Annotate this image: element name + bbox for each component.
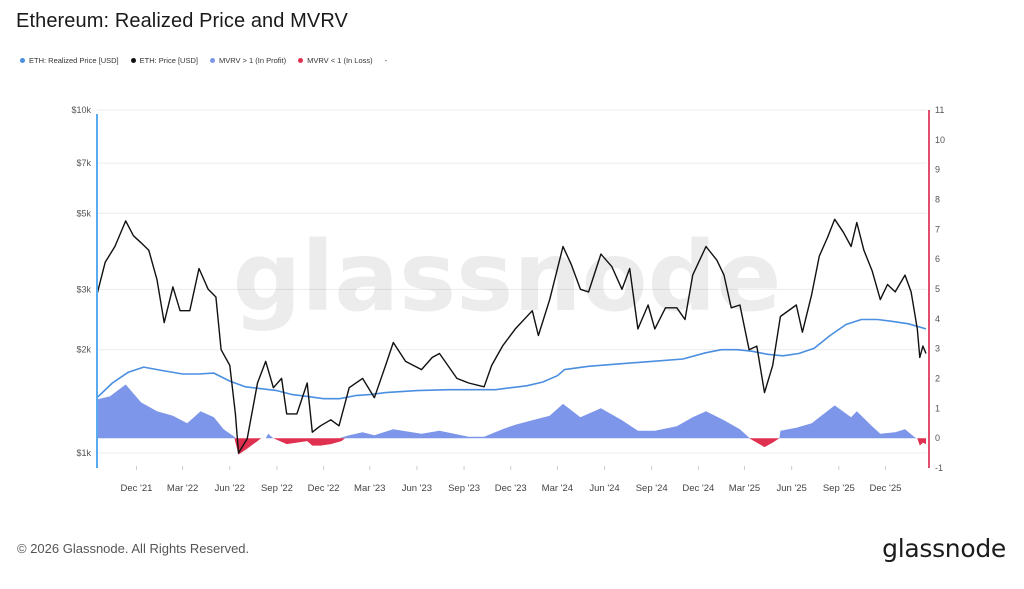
x-tick-label: Mar '23 [354,483,385,494]
y-left-tick-label: $5k [76,208,91,218]
y-left-tick-label: $7k [76,158,91,168]
realized-price-line [96,318,927,400]
legend-dot-price [130,58,136,63]
grid-layer [97,109,927,454]
y-right-tick-label: 4 [935,314,940,324]
legend: ETH: Realized Price [USD] ETH: Price [US… [20,56,387,65]
copyright-text: © 2026 Glassnode. All Rights Reserved. [17,541,250,556]
y-left-tick-label: $10k [71,105,91,115]
x-tick-label: Mar '22 [167,483,198,494]
mvrv-loss-area [234,438,926,455]
legend-item-realized-price[interactable]: ETH: Realized Price [USD] [20,56,119,65]
x-tick-label: Dec '24 [682,483,714,494]
legend-item-mvrv-loss[interactable]: MVRV < 1 (In Loss) [298,56,373,65]
y-right-tick-label: -1 [935,463,943,473]
eth-price-line [96,218,927,454]
legend-label-realized-price: ETH: Realized Price [USD] [29,56,119,65]
y-right-tick-label: 9 [935,165,940,175]
x-tick-label: Jun '22 [215,483,245,494]
y-right-tick-label: 3 [935,344,940,354]
legend-label-price: ETH: Price [USD] [139,56,198,65]
legend-item-mvrv-profit[interactable]: MVRV > 1 (In Profit) [209,56,287,65]
y-right-tick-label: 7 [935,224,940,234]
line-layer [96,218,927,454]
mvrv-profit-area [97,384,918,439]
x-tick-label: Sep '25 [823,483,855,494]
y-right-tick-label: 11 [935,105,944,115]
area-layer [97,384,926,455]
x-tick-label: Jun '23 [402,483,432,494]
y-right-tick-label: 10 [935,135,945,145]
legend-dot-mvrv-profit [209,58,215,63]
x-tick-label: Dec '25 [870,483,902,494]
y-right-tick-label: 2 [935,374,940,384]
y-right-tick-label: 5 [935,284,940,294]
x-tick-label: Sep '23 [448,483,480,494]
x-tick-label: Jun '24 [589,483,619,494]
y-right-tick-label: 6 [935,254,940,264]
x-tick-label: Mar '25 [729,483,760,494]
legend-item-price[interactable]: ETH: Price [USD] [130,56,198,65]
y-right-tick-label: 8 [935,195,940,205]
legend-label-mvrv-profit: MVRV > 1 (In Profit) [218,56,287,65]
x-tick-label: Dec '22 [308,483,340,494]
legend-dot-mvrv-loss [298,58,304,63]
watermark: glassnode [233,221,782,333]
y-left-tick-label: $3k [76,284,91,294]
legend-label-mvrv-loss: MVRV < 1 (In Loss) [307,56,373,65]
x-tick-label: Mar '24 [542,483,573,494]
x-tick-label: Dec '23 [495,483,527,494]
chart-title: Ethereum: Realized Price and MVRV [16,10,348,32]
axis-layer: $1k $2k $3k $5k $7k $10k -1 0 1 2 3 4 5 6 7 8 9 10 11 Dec '… [71,105,945,494]
y-right-tick-label: 0 [935,433,940,443]
x-tick-label: Dec '21 [121,483,153,494]
x-tick-label: Jun '25 [776,483,806,494]
y-left-tick-label: $2k [76,345,91,355]
legend-dot-realized-price [20,58,25,63]
y-right-tick-label: 1 [935,403,940,413]
y-left-tick-label: $1k [76,448,91,458]
brand-logo[interactable]: glassnode [882,534,1006,563]
x-tick-label: Sep '24 [636,483,668,494]
legend-extra: - [384,56,388,65]
x-tick-label: Sep '22 [261,483,293,494]
